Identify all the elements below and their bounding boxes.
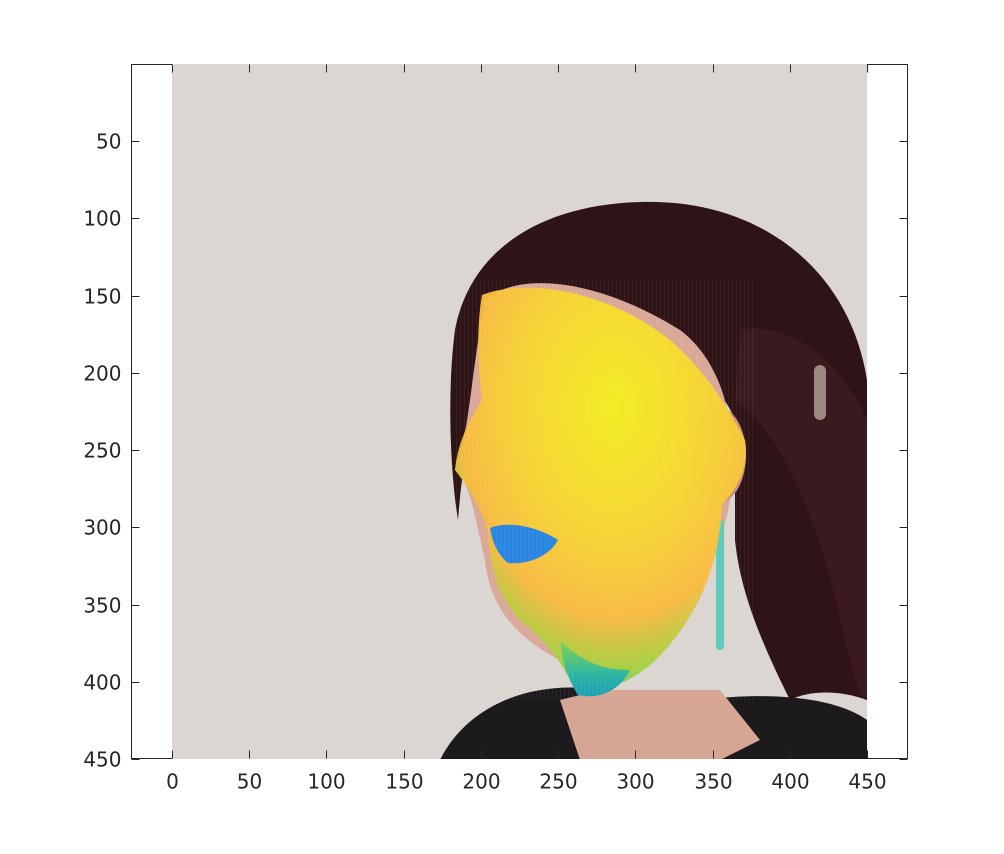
x-tick-label: 350	[694, 770, 732, 794]
y-tick-label: 50	[96, 130, 121, 154]
x-tick-label: 450	[848, 770, 886, 794]
hair-clip	[814, 365, 826, 420]
y-tick-label: 200	[83, 362, 121, 386]
x-tick-label: 150	[385, 770, 423, 794]
x-tick-label: 100	[307, 770, 345, 794]
y-tick-labels: 50 100 150 200 250 300 350 400 450	[83, 130, 121, 772]
neck-skin	[560, 690, 760, 759]
y-tick-label: 250	[83, 439, 121, 463]
mesh-lines	[455, 280, 755, 700]
x-tick-label: 250	[539, 770, 577, 794]
y-tick-label: 100	[83, 207, 121, 231]
x-tick-label: 400	[771, 770, 809, 794]
x-tick-label: 300	[616, 770, 654, 794]
x-tick-labels: 0 50 100 150 200 250 300 350 400 450	[166, 770, 886, 794]
x-tick-label: 50	[237, 770, 262, 794]
x-tick-label: 200	[462, 770, 500, 794]
y-tick-label: 300	[83, 516, 121, 540]
axis-ticks	[131, 64, 908, 760]
face-mesh-overlay	[455, 280, 755, 700]
y-tick-label: 400	[83, 671, 121, 695]
hair	[450, 201, 867, 700]
x-tick-label: 0	[166, 770, 179, 794]
hair-back	[735, 328, 867, 700]
y-tick-label: 450	[83, 748, 121, 772]
y-tick-label: 150	[83, 285, 121, 309]
y-tick-label: 350	[83, 594, 121, 618]
